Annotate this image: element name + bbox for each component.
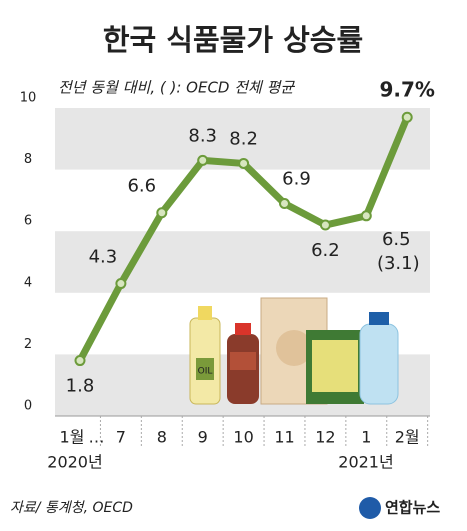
y-tick-label: 2 [24,337,32,352]
year-label: 2020년 [47,453,102,472]
logo: 연합뉴스 [385,499,440,517]
y-tick-label: 8 [24,152,32,167]
oecd-note: (3.1) [377,253,420,274]
food-illustration: OIL [189,297,399,405]
marker [197,154,209,166]
value-label: 6.6 [127,176,156,197]
value-label: 8.3 [188,125,217,146]
x-tick-label: 1월 [60,428,85,447]
marker [360,210,372,222]
marker [115,278,127,290]
x-tick-label: 7 [116,428,126,447]
value-label: 4.3 [89,247,118,268]
chart-title: 한국 식품물가 상승률 [103,23,363,57]
x-tick-label: 8 [157,428,167,447]
marker [401,111,413,123]
value-label: 8.2 [229,128,258,149]
marker [156,207,168,219]
subtitle: 전년 동월 대비, ( ): OECD 전체 평균 [58,79,295,97]
value-label: 6.9 [282,168,311,189]
marker [319,219,331,231]
svg-text:OIL: OIL [198,367,213,377]
plot: 0 2 4 6 8 10 1월 7 8 9 10 11 12 1 2월 … 2020년 2021년 1.8 4.3 6.… [20,78,435,472]
x-tick-label: 10 [233,428,253,447]
x-tick-label: 2월 [395,428,420,447]
year-label: 2021년 [338,453,393,472]
marker [279,197,290,209]
x-tick-label: 1 [361,428,371,447]
value-label: 6.5 [382,229,411,250]
value-label: 6.2 [311,240,340,261]
x-tick-label: 11 [274,428,294,447]
x-tick-label: 9 [198,428,208,447]
value-label: 9.7% [379,78,434,102]
y-tick-label: 10 [20,91,37,106]
y-tick-label: 6 [24,214,32,229]
logo-icon [359,497,381,519]
y-tick-label: 4 [24,275,32,290]
marker [238,157,250,169]
gap-mark: … [88,428,104,447]
x-tick-label: 12 [315,428,335,447]
marker [74,355,86,367]
source: 자료/ 통계청, OECD [10,500,133,516]
value-label: 1.8 [66,376,95,397]
y-tick-label: 0 [24,399,32,414]
